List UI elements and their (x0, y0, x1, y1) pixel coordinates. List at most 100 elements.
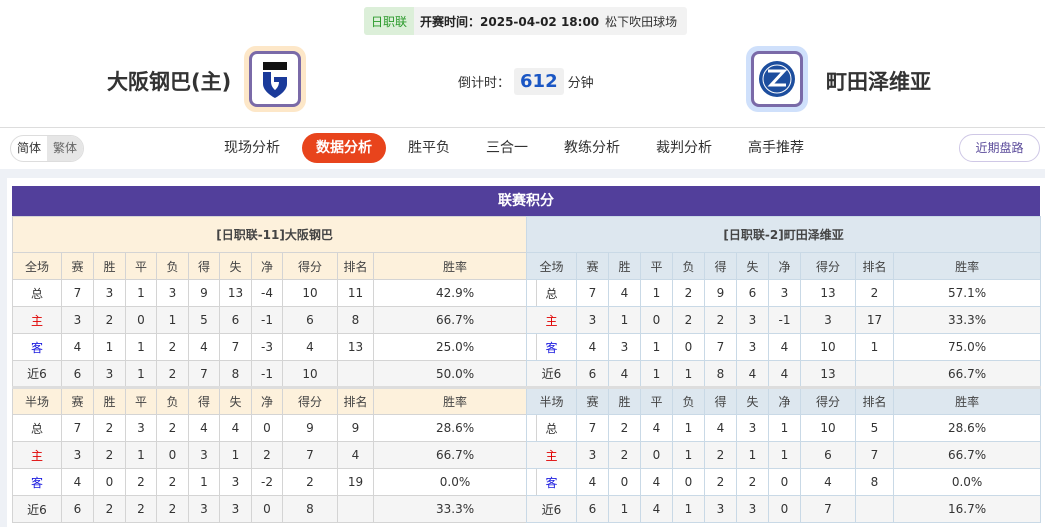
away-standings-table: [日职联-2]町田泽维亚 全场赛胜平负得失净得分 排名 胜率总 7 4 1 2 9 6 3 13 2 57… (525, 216, 1042, 523)
table-cell: 3 (736, 333, 769, 361)
recent-trend-button[interactable]: 近期盘路 (959, 134, 1040, 162)
nav-bar: 简体 繁体 现场分析 数据分析 胜平负 三合一 教练分析 裁判分析 高手推荐 近期盘路 (0, 127, 1045, 169)
table-row: 总 7 3 1 3 9 13 -4 10 11 42.9% (12, 279, 538, 307)
tab-6[interactable]: 高手推荐 (748, 140, 804, 156)
table-cell (855, 495, 894, 523)
column-header: 平 (640, 252, 673, 280)
table-cell: 0.0% (892, 468, 1042, 496)
table-cell: 0 (768, 495, 801, 523)
tab-2[interactable]: 胜平负 (408, 140, 450, 156)
table-cell: 4 (608, 360, 641, 388)
column-header: 净 (251, 252, 283, 280)
table-cell: 2 (282, 468, 338, 496)
table-cell: 3 (736, 495, 769, 523)
tab-3[interactable]: 三合一 (486, 140, 528, 156)
table-row: 近6 6 3 1 2 7 8 -1 10 50.0% (12, 360, 538, 388)
table-cell: 3 (125, 414, 157, 442)
table-cell: 1 (219, 441, 252, 469)
table-row: 主 3 2 0 1 2 1 1 6 7 66.7% (526, 441, 1042, 469)
column-header: 赛 (576, 252, 609, 280)
tab-5[interactable]: 裁判分析 (656, 140, 712, 156)
home-team-logo[interactable] (244, 46, 306, 112)
gamba-logo-icon (263, 62, 287, 98)
column-header: 失 (736, 252, 769, 280)
table-cell: 4 (188, 333, 220, 361)
tab-0[interactable]: 现场分析 (224, 140, 280, 156)
home-standings-table: [日职联-11]大阪钢巴 全场赛胜平负得失净得分 排名 胜率总 7 3 1 3 9 13 -4 10 1… (11, 216, 538, 523)
table-cell: 2 (608, 441, 641, 469)
row-label: 主 (12, 306, 62, 334)
kickoff-time: 开赛时间：2025-04-02 18:00 (420, 14, 600, 29)
table-cell: 5 (188, 306, 220, 334)
table-cell: 2 (156, 414, 189, 442)
table-cell: 4 (800, 468, 856, 496)
table-cell: 75.0% (892, 333, 1042, 361)
table-cell: 1 (672, 414, 705, 442)
table-cell: 8 (337, 306, 374, 334)
row-label: 客 (526, 468, 577, 496)
table-cell: 3 (576, 306, 609, 334)
column-header: 胜率 (892, 386, 1042, 415)
table-cell: 2 (93, 414, 126, 442)
table-cell: -3 (251, 333, 283, 361)
table-cell: 7 (704, 333, 737, 361)
column-header: 胜率 (372, 252, 538, 280)
row-label: 近6 (526, 495, 577, 523)
table-cell: 7 (576, 414, 609, 442)
column-header: 平 (125, 386, 157, 415)
table-cell: 13 (337, 333, 374, 361)
table-row: 总 7 2 3 2 4 4 0 9 9 28.6% (12, 414, 538, 442)
table-cell: 4 (736, 360, 769, 388)
table-cell: 3 (576, 441, 609, 469)
column-header: 净 (768, 252, 801, 280)
tab-1[interactable]: 数据分析 (302, 133, 386, 163)
table-cell: 3 (736, 306, 769, 334)
table-cell: 3 (219, 495, 252, 523)
column-header: 净 (251, 386, 283, 415)
lang-traditional[interactable]: 繁体 (47, 136, 84, 161)
table-cell: 8 (704, 360, 737, 388)
column-header: 平 (125, 252, 157, 280)
table-cell: 2 (704, 441, 737, 469)
away-team-name[interactable]: 町田泽维亚 (826, 70, 931, 94)
table-cell: 16.7% (892, 495, 1042, 523)
league-badge[interactable]: 日职联 (364, 7, 415, 35)
table-cell: 6 (282, 306, 338, 334)
table-cell: 7 (800, 495, 856, 523)
table-row: 客 4 0 4 0 2 2 0 4 8 0.0% (526, 468, 1042, 496)
table-cell: 3 (800, 306, 856, 334)
table-cell: 6 (800, 441, 856, 469)
column-header: 得 (704, 386, 737, 415)
column-header: 排名 (855, 386, 894, 415)
table-row: 主 3 2 0 1 5 6 -1 6 8 66.7% (12, 306, 538, 334)
row-label: 近6 (526, 360, 577, 388)
table-cell: 4 (768, 333, 801, 361)
table-row: 客 4 3 1 0 7 3 4 10 1 75.0% (526, 333, 1042, 361)
lang-simplified[interactable]: 简体 (17, 141, 42, 155)
team-standings-header: [日职联-2]町田泽维亚 (525, 216, 1042, 253)
table-cell: 2 (156, 333, 189, 361)
section-label: 全场 (526, 252, 577, 280)
away-team-logo[interactable] (746, 46, 808, 112)
table-cell: 1 (640, 279, 673, 307)
table-cell: 4 (576, 468, 609, 496)
table-cell: 4 (640, 414, 673, 442)
table-cell: 2 (125, 495, 157, 523)
tab-4[interactable]: 教练分析 (564, 140, 620, 156)
table-row: 主 3 1 0 2 2 3 -1 3 17 33.3% (526, 306, 1042, 334)
table-cell: -1 (251, 306, 283, 334)
table-cell: 4 (219, 414, 252, 442)
table-cell: 28.6% (372, 414, 538, 442)
table-cell: 13 (219, 279, 252, 307)
home-team-name[interactable]: 大阪钢巴(主) (107, 70, 232, 94)
column-header: 排名 (855, 252, 894, 280)
table-cell: 0 (640, 306, 673, 334)
table-row: 客 4 1 1 2 4 7 -3 4 13 25.0% (12, 333, 538, 361)
table-cell: 0 (672, 333, 705, 361)
table-cell: 13 (800, 279, 856, 307)
table-cell: 2 (736, 468, 769, 496)
table-cell: 1 (125, 360, 157, 388)
table-cell: 0 (251, 495, 283, 523)
table-cell: 1 (768, 441, 801, 469)
table-cell: 2 (93, 306, 126, 334)
